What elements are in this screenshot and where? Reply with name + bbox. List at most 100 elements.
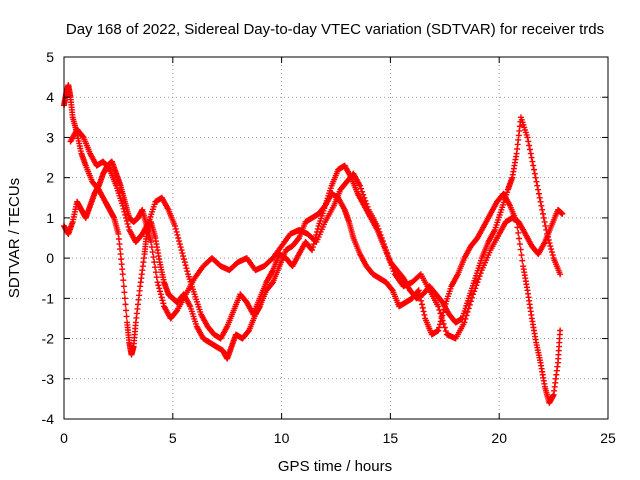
data-point-fill [269, 268, 276, 275]
data-point-fill [295, 236, 302, 243]
data-point-fill [88, 176, 95, 183]
data-point-fill [528, 154, 535, 161]
data-point-fill [173, 228, 180, 235]
data-point-fill [454, 272, 461, 279]
data-point-fill [156, 256, 163, 263]
data-point-fill [157, 291, 164, 298]
data-point-fill [132, 322, 139, 329]
data-point [178, 247, 185, 254]
data-point-fill [388, 286, 395, 293]
data-point-fill [311, 238, 318, 245]
data-point [531, 166, 538, 173]
data-point-fill [118, 200, 125, 207]
data-point-fill [529, 158, 536, 165]
data-point-fill [386, 257, 393, 264]
data-point-fill [477, 257, 484, 264]
x-tick-label: 5 [169, 430, 177, 446]
data-point-fill [244, 329, 251, 336]
data-point-fill [151, 259, 158, 266]
data-point-fill [110, 213, 117, 220]
data-point-fill [172, 225, 179, 232]
data-point-fill [340, 205, 347, 212]
data-point-fill [484, 241, 491, 248]
data-point-fill [527, 150, 534, 157]
data-point-fill [114, 228, 121, 235]
data-point-fill [181, 293, 188, 300]
data-point-fill [120, 205, 127, 212]
data-point-fill [434, 301, 441, 308]
data-point-fill [543, 226, 550, 233]
data-point-fill [229, 309, 236, 316]
data-point-fill [358, 185, 365, 192]
data-point-fill [398, 273, 405, 280]
data-point-fill [392, 265, 399, 272]
data-point-fill [347, 173, 354, 180]
data-point-fill [421, 311, 428, 318]
data-point-fill [313, 231, 320, 238]
data-point-fill [437, 310, 444, 317]
data-point-fill [517, 246, 524, 253]
data-point-fill [531, 170, 538, 177]
data-point-fill [440, 309, 447, 316]
y-tick-label: -1 [42, 290, 55, 306]
data-point-fill [190, 288, 197, 295]
data-point-fill [119, 266, 126, 273]
data-point-fill [516, 235, 523, 242]
data-point-fill [534, 182, 541, 189]
data-point-fill [549, 252, 556, 259]
data-point-fill [535, 190, 542, 197]
data-point-fill [491, 228, 498, 235]
data-point-fill [356, 181, 363, 188]
data-point-fill [245, 328, 252, 335]
data-point-fill [123, 313, 130, 320]
data-point-fill [312, 235, 319, 241]
data-point-fill [548, 246, 555, 253]
data-point-fill [112, 180, 119, 187]
data-point-fill [121, 295, 128, 302]
data-point-fill [442, 328, 449, 335]
data-point-fill [380, 241, 387, 248]
data-point-fill [373, 225, 380, 232]
data-point-fill [541, 380, 548, 387]
data-point-fill [460, 257, 467, 264]
data-point-fill [486, 212, 493, 219]
data-point-fill [177, 244, 184, 251]
data-point-fill [431, 289, 438, 296]
data-point-fill [548, 249, 555, 256]
y-tick-label: -3 [42, 371, 55, 387]
data-point-fill [232, 261, 239, 268]
data-point-fill [223, 324, 230, 331]
data-point-fill [436, 306, 443, 313]
data-point-fill [523, 284, 530, 291]
data-point-fill [149, 249, 156, 256]
data-point-fill [175, 235, 182, 241]
data-point-fill [556, 331, 563, 338]
data-point-fill [159, 297, 166, 304]
data-point-fill [367, 213, 373, 220]
y-tick-label: -2 [42, 331, 55, 347]
data-point-fill [329, 204, 336, 211]
data-point-fill [160, 300, 167, 307]
y-tick-label: 2 [46, 170, 54, 186]
data-point-fill [321, 205, 328, 212]
data-point-fill [535, 186, 542, 193]
data-point-fill [436, 324, 443, 331]
data-point-fill [540, 214, 547, 221]
data-point-fill [147, 237, 154, 244]
data-point-fill [547, 224, 554, 231]
data-point-fill [447, 285, 454, 292]
data-point-fill [558, 210, 565, 217]
data-point-fill [486, 249, 493, 256]
data-point-fill [176, 241, 183, 248]
data-point-fill [180, 256, 187, 263]
data-point-fill [137, 232, 144, 239]
data-point-fill [495, 232, 502, 239]
data-point-fill [472, 237, 479, 244]
data-point-fill [122, 211, 129, 218]
data-point-fill [440, 320, 447, 327]
data-point-fill [554, 363, 561, 370]
data-point-fill [215, 261, 222, 268]
data-point-fill [69, 111, 76, 118]
data-point-fill [460, 321, 467, 328]
data-point-fill [521, 229, 528, 236]
